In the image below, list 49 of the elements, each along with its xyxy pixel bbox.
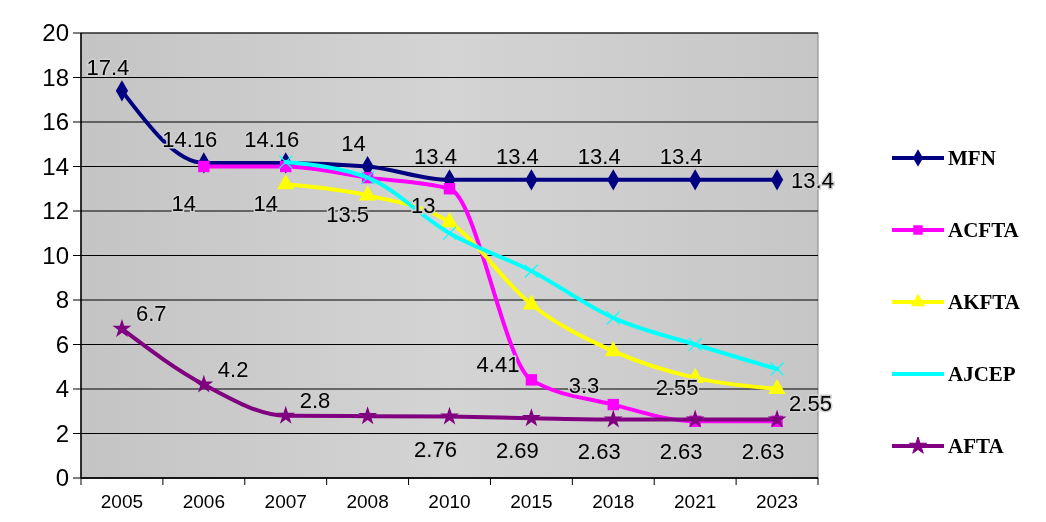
legend-label: MFN (948, 146, 996, 171)
x-tick-label: 2008 (346, 491, 389, 512)
data-label: 13.4 (791, 167, 834, 193)
x-tick-label: 2005 (100, 491, 144, 512)
data-label: 13.5 (326, 201, 370, 227)
y-tick-label: 16 (42, 108, 69, 136)
x-tick-label: 2021 (674, 491, 717, 512)
data-label: 2.8 (299, 387, 331, 413)
data-label: 2.63 (659, 439, 703, 465)
data-label: 14.16 (244, 126, 300, 152)
x-tick-label: 2010 (428, 491, 471, 512)
data-label: 14 (253, 190, 278, 216)
data-label: 13.4 (495, 143, 539, 169)
x-tick-label: 2006 (182, 491, 225, 512)
y-tick-label: 0 (55, 464, 69, 492)
data-label: 14 (171, 190, 197, 216)
x-tick-label: 2015 (510, 491, 553, 512)
data-label: 17.4 (86, 54, 130, 80)
y-tick-label: 2 (55, 419, 69, 447)
data-label: 3.3 (568, 372, 600, 398)
data-label: 13.4 (577, 143, 621, 169)
x-tick-label: 2023 (755, 491, 799, 512)
data-label: 6.7 (135, 300, 167, 326)
data-label: 2.76 (414, 436, 457, 462)
data-label: 2.63 (577, 439, 621, 465)
data-label: 14 (341, 130, 366, 156)
data-label: 2.55 (789, 391, 832, 417)
data-label: 4.2 (217, 356, 249, 382)
data-label: 2.63 (741, 439, 785, 465)
x-tick-label: 2007 (264, 491, 307, 512)
legend-label: AJCEP (948, 362, 1016, 387)
data-label: 13.4 (659, 143, 703, 169)
y-tick-label: 14 (42, 152, 69, 180)
y-tick-label: 10 (42, 241, 69, 269)
y-tick-label: 8 (55, 286, 69, 314)
data-label: 14.16 (162, 126, 218, 152)
legend-label: AKFTA (948, 290, 1021, 315)
legend-label: AFTA (948, 434, 1005, 459)
y-tick-label: 12 (42, 197, 69, 225)
data-label: 4.41 (476, 351, 520, 377)
legend-label: ACFTA (948, 218, 1020, 243)
data-label: 2.55 (655, 375, 699, 401)
y-tick-label: 6 (55, 330, 69, 358)
y-tick-label: 18 (42, 63, 69, 91)
y-tick-label: 20 (42, 19, 69, 47)
x-tick-label: 2018 (592, 491, 635, 512)
y-tick-label: 4 (55, 375, 69, 403)
data-label: 13.4 (414, 143, 457, 169)
data-label: 2.69 (495, 438, 539, 464)
